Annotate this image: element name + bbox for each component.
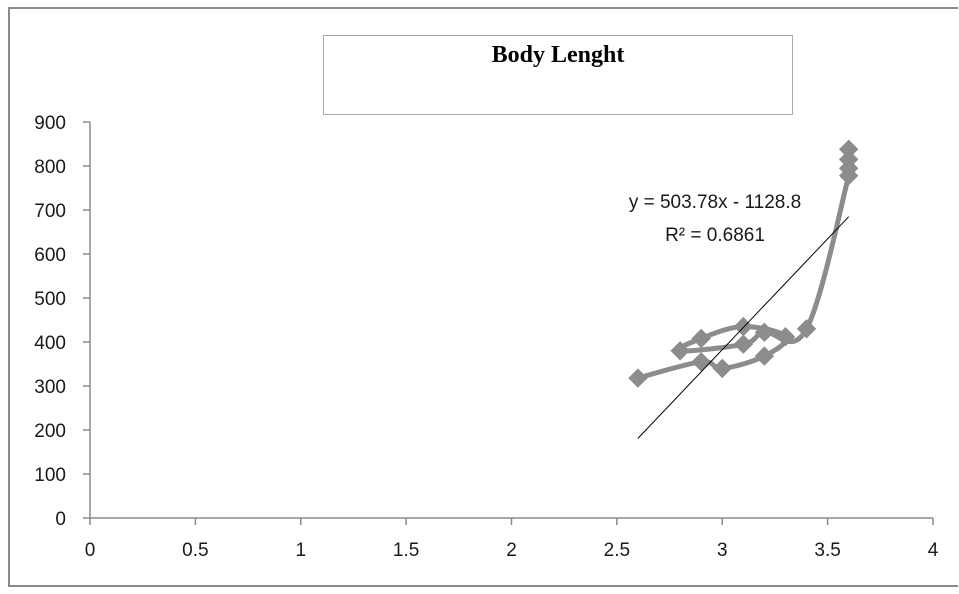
y-tick-label: 100	[34, 465, 66, 486]
y-tick-label: 900	[34, 113, 66, 134]
y-tick-label: 600	[34, 245, 66, 266]
data-point-marker	[838, 139, 859, 159]
data-point-marker	[796, 319, 817, 339]
data-point-marker	[838, 149, 859, 170]
data-point-marker	[670, 341, 690, 361]
y-tick-label: 500	[34, 289, 66, 310]
x-tick-label: 1.5	[393, 540, 419, 561]
series-layer	[628, 139, 859, 388]
x-tick-label: 0.5	[182, 540, 208, 561]
x-tick-label: 3	[717, 540, 728, 561]
data-point-marker	[754, 322, 775, 343]
data-point-marker	[733, 334, 754, 354]
axes: 0 100 200 300 400 500 600 700 800 900 0 0.5 1 1.5 2 2.5…	[34, 113, 938, 561]
trendline-equation: y = 503.78x - 1128.8	[629, 192, 801, 213]
trendline	[637, 216, 850, 439]
x-tick-label: 2	[506, 540, 517, 561]
data-point-marker	[754, 346, 775, 366]
y-tick-label: 200	[34, 421, 66, 442]
trendline-r2: R² = 0.6861	[665, 225, 765, 246]
data-point-marker	[628, 368, 648, 388]
x-tick-label: 3.5	[814, 540, 840, 561]
x-tick-label: 0	[85, 540, 96, 561]
chart-title: Body Lenght	[491, 42, 625, 68]
y-tick-label: 700	[34, 201, 66, 222]
label-layer: y = 503.78x - 1128.8 R² = 0.6861	[629, 192, 801, 246]
x-tick-label: 2.5	[604, 540, 630, 561]
data-point-marker	[712, 358, 732, 379]
chart-title-box: Body Lenght	[323, 35, 793, 115]
y-tick-label: 400	[34, 333, 66, 354]
x-tick-label: 1	[295, 540, 306, 561]
trendline-layer	[637, 216, 850, 439]
y-tick-label: 800	[34, 157, 66, 178]
data-point-marker	[691, 328, 711, 349]
x-tick-label: 4	[928, 540, 939, 561]
data-point-marker	[691, 352, 711, 372]
y-tick-label: 300	[34, 377, 66, 398]
y-tick-label: 0	[55, 509, 66, 530]
data-point-marker	[775, 327, 796, 347]
